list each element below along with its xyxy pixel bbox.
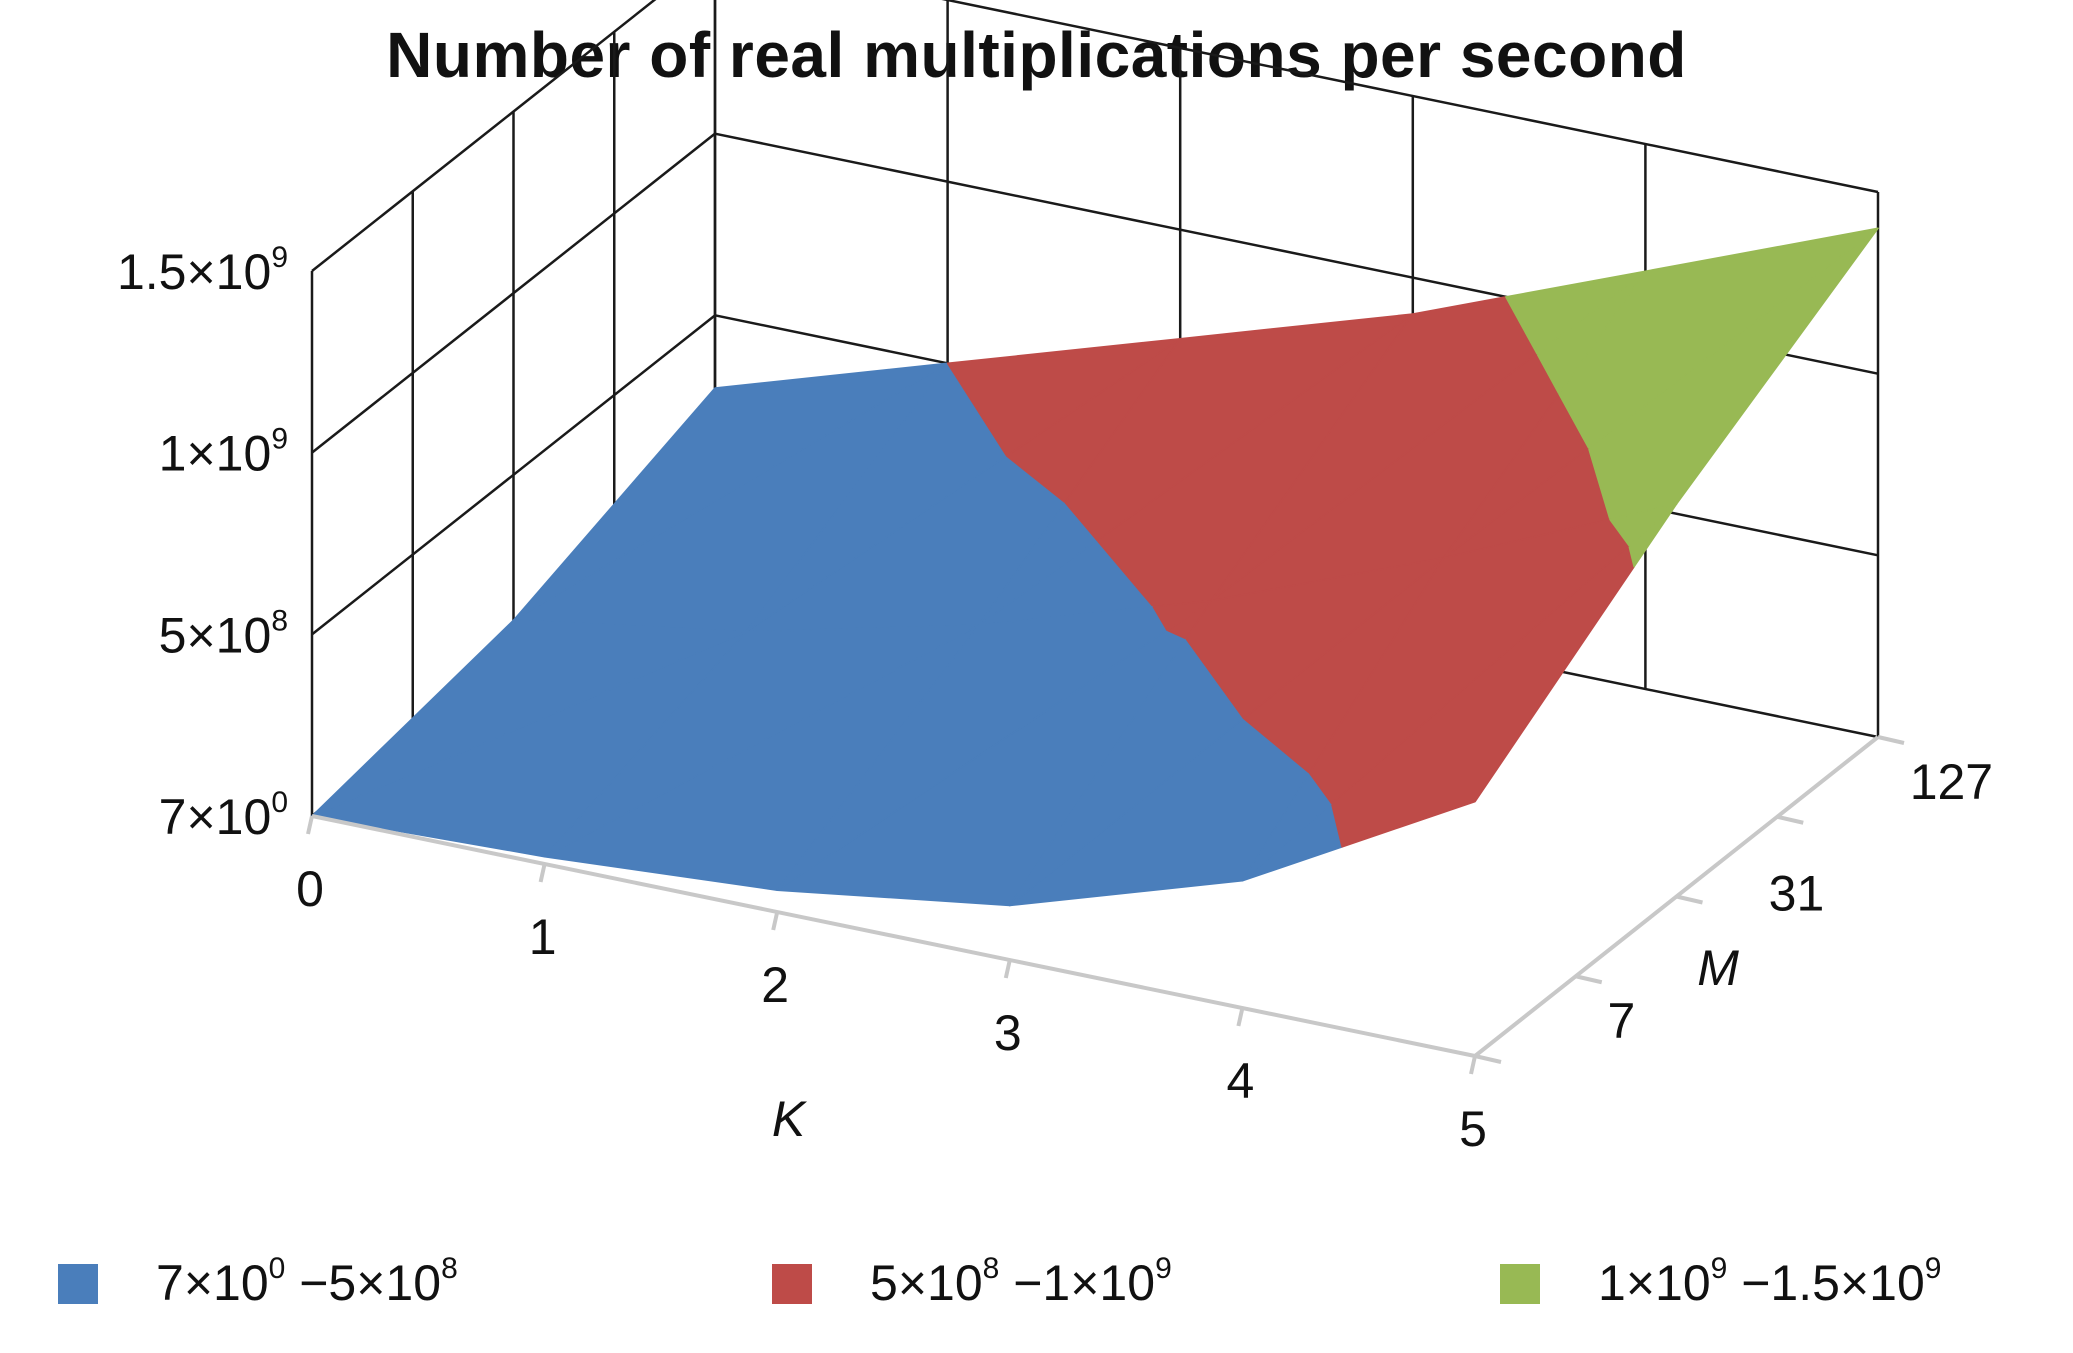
legend-swatch	[1500, 1264, 1540, 1304]
m-axis-tick	[1575, 974, 1603, 985]
chart-tick-labels: 7×100 5×108 1×109 1.5×109 0 1 2 3 4 5 K 7 31 127 M	[117, 241, 1993, 1157]
m-axis-tick	[1676, 894, 1703, 905]
surface-facet	[311, 619, 747, 817]
surface-facet	[1558, 227, 1879, 449]
k-tick-label: 2	[761, 957, 789, 1013]
k-axis-tick	[306, 815, 314, 835]
surface-facet	[1308, 518, 1630, 805]
m-axis-title: M	[1697, 940, 1739, 996]
chart-title: Number of real multiplications per secon…	[386, 19, 1687, 91]
back-wall-gridline	[941, 0, 1879, 194]
surface-facet	[512, 362, 949, 621]
chart-axes	[306, 735, 1905, 1075]
legend-swatch	[58, 1264, 98, 1304]
m-tick-label: 31	[1769, 866, 1825, 922]
z-tick-label: 1.5×109	[117, 241, 288, 300]
k-axis-tick	[1469, 1055, 1477, 1075]
k-axis-line	[311, 814, 1476, 1058]
chart-surface	[311, 227, 1879, 907]
surface-facet	[1609, 503, 1678, 547]
m-axis-tick	[1877, 735, 1905, 745]
z-tick-label: 5×108	[159, 604, 288, 663]
chart-legend: 7×100 −5×108 5×108 −1×109 1×109 −1.5×109	[58, 1252, 1941, 1311]
k-tick-label: 5	[1459, 1101, 1487, 1157]
surface-facet	[1064, 313, 1414, 542]
m-axis-tick	[1776, 814, 1804, 825]
surface-facet	[946, 337, 1181, 457]
legend-entry-label: 7×100 −5×108	[156, 1252, 458, 1311]
surface-facet	[543, 624, 980, 858]
legend-entry-label: 1×109 −1.5×109	[1598, 1252, 1941, 1311]
legend-entry-label: 5×108 −1×109	[870, 1252, 1172, 1311]
m-tick-label: 127	[1910, 754, 1993, 810]
m-tick-label: 7	[1607, 993, 1635, 1049]
z-tick-label: 1×109	[159, 423, 288, 482]
k-tick-label: 0	[296, 861, 324, 917]
legend-swatch	[772, 1264, 812, 1304]
k-tick-label: 4	[1226, 1053, 1254, 1109]
k-tick-label: 3	[994, 1005, 1022, 1061]
k-axis-tick	[771, 911, 780, 931]
k-tick-label: 1	[529, 909, 557, 965]
k-axis-tick	[538, 863, 547, 883]
z-tick-label: 7×100	[159, 786, 288, 845]
m-axis-tick	[1474, 1054, 1502, 1064]
surface-facet	[1185, 557, 1445, 720]
k-axis-tick	[1003, 959, 1012, 979]
surface-facet	[1152, 599, 1213, 631]
surface-facet	[1505, 270, 1647, 355]
k-axis-tick	[1236, 1007, 1245, 1027]
k-axis-title: K	[772, 1091, 808, 1147]
